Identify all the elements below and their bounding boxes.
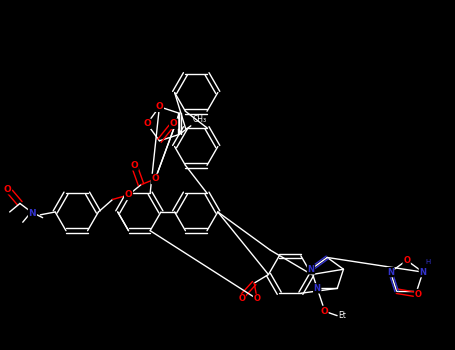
Text: O: O xyxy=(152,175,159,183)
Text: O: O xyxy=(415,289,422,299)
Text: O: O xyxy=(403,256,410,265)
Text: Et: Et xyxy=(338,311,346,320)
Text: O: O xyxy=(130,161,138,170)
Text: N: N xyxy=(387,268,394,276)
Text: O: O xyxy=(170,119,177,128)
Text: O: O xyxy=(4,185,11,194)
Text: H: H xyxy=(426,259,431,265)
Text: N: N xyxy=(308,265,314,274)
Text: O: O xyxy=(143,119,151,128)
Text: O: O xyxy=(253,294,261,303)
Text: N: N xyxy=(29,209,36,218)
Text: O: O xyxy=(238,294,245,303)
Text: O: O xyxy=(320,307,328,316)
Text: O: O xyxy=(125,190,132,199)
Text: N: N xyxy=(313,284,321,293)
Text: CH₃: CH₃ xyxy=(192,115,207,124)
Text: O: O xyxy=(156,102,163,111)
Text: N: N xyxy=(420,268,426,276)
